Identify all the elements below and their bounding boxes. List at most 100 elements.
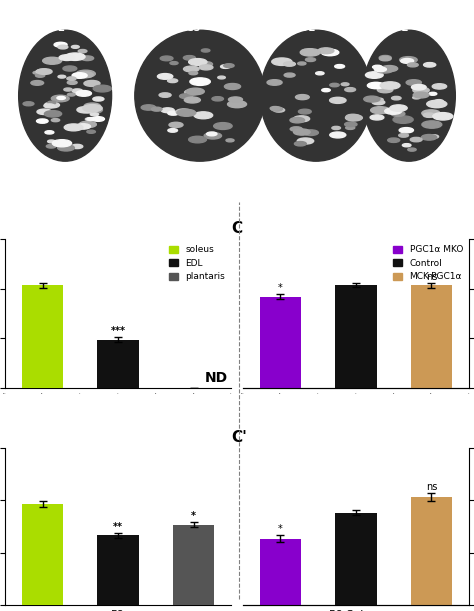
Circle shape <box>37 68 52 75</box>
Circle shape <box>399 134 409 137</box>
Circle shape <box>168 79 178 82</box>
Circle shape <box>220 65 230 68</box>
Circle shape <box>71 144 83 148</box>
Ellipse shape <box>260 30 372 161</box>
Circle shape <box>83 104 102 112</box>
Circle shape <box>427 100 447 108</box>
Circle shape <box>374 67 386 71</box>
Circle shape <box>341 83 349 86</box>
Circle shape <box>183 66 199 72</box>
Circle shape <box>44 104 55 108</box>
Circle shape <box>87 130 95 133</box>
Circle shape <box>57 97 65 100</box>
Circle shape <box>388 138 400 142</box>
Circle shape <box>318 48 334 54</box>
Circle shape <box>190 78 210 86</box>
Bar <box>97 535 139 605</box>
Circle shape <box>176 109 191 114</box>
Circle shape <box>31 81 44 86</box>
Circle shape <box>189 71 198 75</box>
Text: WT
EDL: WT EDL <box>42 11 64 33</box>
Circle shape <box>76 90 91 97</box>
Circle shape <box>170 62 178 65</box>
Circle shape <box>141 105 155 110</box>
Circle shape <box>381 65 398 71</box>
Ellipse shape <box>135 30 265 161</box>
Circle shape <box>212 97 223 101</box>
Circle shape <box>295 95 309 100</box>
Circle shape <box>283 62 295 66</box>
Circle shape <box>423 113 435 117</box>
Circle shape <box>201 49 210 52</box>
Circle shape <box>267 79 282 86</box>
Bar <box>22 504 63 605</box>
Circle shape <box>400 57 417 63</box>
Circle shape <box>367 82 384 89</box>
Circle shape <box>273 108 284 112</box>
Circle shape <box>346 115 362 121</box>
Circle shape <box>424 62 436 67</box>
Circle shape <box>48 101 56 104</box>
Circle shape <box>413 92 429 98</box>
Circle shape <box>413 96 420 99</box>
Circle shape <box>200 65 213 70</box>
Circle shape <box>284 73 295 77</box>
Circle shape <box>194 112 213 119</box>
Circle shape <box>385 108 401 114</box>
Text: A: A <box>9 11 21 26</box>
Circle shape <box>77 71 93 78</box>
Circle shape <box>379 56 391 61</box>
Text: C': C' <box>231 430 247 445</box>
Circle shape <box>84 81 100 86</box>
Circle shape <box>54 42 67 47</box>
Circle shape <box>408 148 416 151</box>
Circle shape <box>390 105 407 111</box>
Circle shape <box>377 87 393 93</box>
Circle shape <box>191 137 202 142</box>
Circle shape <box>169 122 183 128</box>
Circle shape <box>298 62 306 65</box>
Circle shape <box>346 114 360 119</box>
Circle shape <box>180 93 192 98</box>
Bar <box>260 297 301 388</box>
Circle shape <box>322 89 330 92</box>
Circle shape <box>58 75 66 78</box>
Circle shape <box>218 76 225 79</box>
Circle shape <box>299 109 311 114</box>
Circle shape <box>63 66 77 71</box>
Circle shape <box>76 70 95 78</box>
Circle shape <box>65 53 85 60</box>
Circle shape <box>370 115 384 120</box>
Circle shape <box>429 135 438 138</box>
Circle shape <box>375 98 383 101</box>
Circle shape <box>380 82 400 89</box>
Bar <box>411 285 452 388</box>
Text: PGC1α MKO
SOL: PGC1α MKO SOL <box>386 11 454 33</box>
Circle shape <box>401 59 414 64</box>
Circle shape <box>79 121 96 128</box>
Circle shape <box>271 107 283 111</box>
Circle shape <box>224 84 241 89</box>
Text: C: C <box>231 221 243 236</box>
Circle shape <box>435 100 443 103</box>
Circle shape <box>406 79 421 86</box>
Circle shape <box>330 132 346 138</box>
Circle shape <box>64 124 83 131</box>
Circle shape <box>81 56 94 60</box>
Circle shape <box>77 106 94 113</box>
Circle shape <box>67 93 75 96</box>
Circle shape <box>402 144 411 147</box>
Circle shape <box>399 128 413 133</box>
Bar <box>335 285 377 388</box>
Circle shape <box>373 65 382 69</box>
Circle shape <box>93 97 104 101</box>
Circle shape <box>37 109 52 114</box>
Circle shape <box>83 106 102 114</box>
Circle shape <box>391 111 405 116</box>
Circle shape <box>36 119 48 123</box>
Circle shape <box>78 49 87 53</box>
Circle shape <box>272 58 292 65</box>
Circle shape <box>422 121 442 128</box>
Circle shape <box>189 136 207 143</box>
Text: WT
SOL: WT SOL <box>293 11 316 33</box>
